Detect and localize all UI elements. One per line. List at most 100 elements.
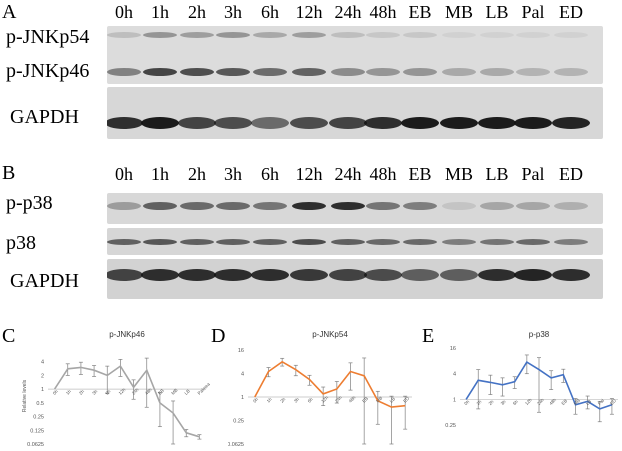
y-tick-label: 16 bbox=[450, 346, 456, 352]
band bbox=[178, 269, 216, 281]
band bbox=[253, 202, 287, 210]
lane-label-blot_b-5: 12h bbox=[295, 164, 323, 184]
x-tick-label: 3h bbox=[293, 396, 300, 403]
band bbox=[178, 117, 216, 129]
series-line bbox=[53, 364, 200, 438]
chart-p-jnkp54: p-JNKp54Relative levels16410.250.06250h1… bbox=[228, 330, 412, 448]
lane-label-blot_b-0: 0h bbox=[115, 164, 133, 184]
chart-title: p-JNKp54 bbox=[312, 330, 348, 339]
panel-letter-a: A bbox=[2, 1, 17, 23]
band bbox=[253, 32, 287, 38]
band bbox=[366, 202, 400, 210]
band bbox=[478, 269, 516, 281]
band bbox=[516, 68, 550, 76]
x-tick-label: 3h bbox=[91, 388, 98, 395]
x-tick-label: EB bbox=[157, 388, 165, 396]
x-tick-label: 24h bbox=[536, 397, 545, 406]
y-tick-label: 4 bbox=[453, 372, 456, 378]
band bbox=[143, 68, 177, 76]
chart-title: p-p38 bbox=[529, 330, 550, 339]
x-tick-label: 6h bbox=[307, 396, 314, 403]
lane-label-blot_a-12: ED bbox=[559, 2, 583, 22]
x-tick-label: 12h bbox=[524, 397, 533, 406]
band bbox=[514, 117, 552, 129]
band bbox=[214, 117, 252, 129]
band bbox=[403, 32, 437, 38]
x-tick-label: LB bbox=[183, 388, 190, 395]
band bbox=[143, 239, 177, 245]
y-tick-label: 0.5 bbox=[36, 401, 44, 407]
band bbox=[554, 68, 588, 76]
x-tick-label: EB bbox=[560, 398, 568, 406]
lane-label-blot_b-1: 1h bbox=[151, 164, 169, 184]
x-tick-label: ED bbox=[609, 398, 617, 406]
blot-image-p-p38 bbox=[107, 193, 603, 224]
band bbox=[442, 202, 476, 210]
band bbox=[440, 117, 478, 129]
band bbox=[329, 269, 367, 281]
band bbox=[331, 239, 365, 245]
blot-bands-jnk bbox=[107, 32, 588, 76]
lane-label-blot_a-3: 3h bbox=[224, 2, 242, 22]
band bbox=[290, 269, 328, 281]
lane-label-blot_a-1: 1h bbox=[151, 2, 169, 22]
x-tick-label: 1h bbox=[65, 388, 72, 395]
band bbox=[401, 117, 439, 129]
x-tick-label: 48h bbox=[144, 387, 153, 396]
band bbox=[253, 68, 287, 76]
x-tick-label: 24h bbox=[334, 395, 343, 404]
panel-letter-b: B bbox=[2, 162, 16, 184]
lane-label-blot_a-11: Pal bbox=[521, 2, 545, 22]
chart-title: p-JNKp46 bbox=[109, 330, 145, 339]
x-tick-label: 48h bbox=[348, 395, 357, 404]
lane-label-blot_a-9: MB bbox=[444, 2, 474, 22]
band bbox=[216, 239, 250, 245]
x-tick-label: 2h bbox=[78, 388, 85, 395]
blot-bands-gapdh-b bbox=[107, 269, 590, 281]
blot-bands-p38 bbox=[107, 239, 588, 245]
lane-label-blot_a-5: 12h bbox=[295, 2, 323, 22]
band bbox=[292, 32, 326, 38]
series-line bbox=[254, 360, 406, 408]
x-tick-label: 24h bbox=[131, 387, 140, 396]
band bbox=[180, 202, 214, 210]
x-tick-label: 0h bbox=[252, 396, 259, 403]
panel-letter-e: E bbox=[422, 325, 435, 347]
band bbox=[480, 239, 514, 245]
y-tick-label: 0.0625 bbox=[228, 442, 244, 448]
y-tick-label: 0.25 bbox=[33, 415, 44, 421]
lane-label-blot_b-10: LB bbox=[485, 164, 509, 184]
x-tick-label: EB bbox=[361, 396, 369, 404]
band bbox=[331, 32, 365, 38]
lane-label-blot_a-6: 24h bbox=[334, 2, 362, 22]
band bbox=[554, 202, 588, 210]
x-tick-label: 2h bbox=[488, 399, 495, 406]
band bbox=[366, 239, 400, 245]
x-tick-label: MB bbox=[375, 395, 383, 403]
x-tick-label: 6h bbox=[104, 388, 111, 395]
band bbox=[552, 269, 590, 281]
band bbox=[251, 269, 289, 281]
x-tick-label: 6h bbox=[512, 399, 519, 406]
x-tick-label: ED bbox=[402, 395, 410, 403]
band bbox=[403, 202, 437, 210]
y-axis-label: Relative levels bbox=[438, 376, 440, 409]
band bbox=[329, 117, 367, 129]
x-tick-label: Pal bbox=[597, 398, 605, 406]
lane-label-blot_a-10: LB bbox=[485, 2, 509, 22]
band bbox=[107, 239, 141, 245]
band bbox=[516, 239, 550, 245]
x-tick-label: 0h bbox=[463, 399, 470, 406]
band bbox=[401, 269, 439, 281]
x-tick-label: 12h bbox=[320, 395, 329, 404]
band bbox=[554, 239, 588, 245]
band bbox=[366, 68, 400, 76]
blot-image-jnk bbox=[107, 26, 603, 84]
y-tick-label: 1 bbox=[41, 387, 44, 393]
band bbox=[107, 68, 141, 76]
lane-label-blot_b-12: ED bbox=[559, 164, 583, 184]
band bbox=[480, 202, 514, 210]
x-tick-label: MB bbox=[573, 398, 581, 406]
blot-bands-gapdh-a bbox=[107, 117, 590, 129]
row-label-gapdh-a: GAPDH bbox=[10, 106, 79, 128]
